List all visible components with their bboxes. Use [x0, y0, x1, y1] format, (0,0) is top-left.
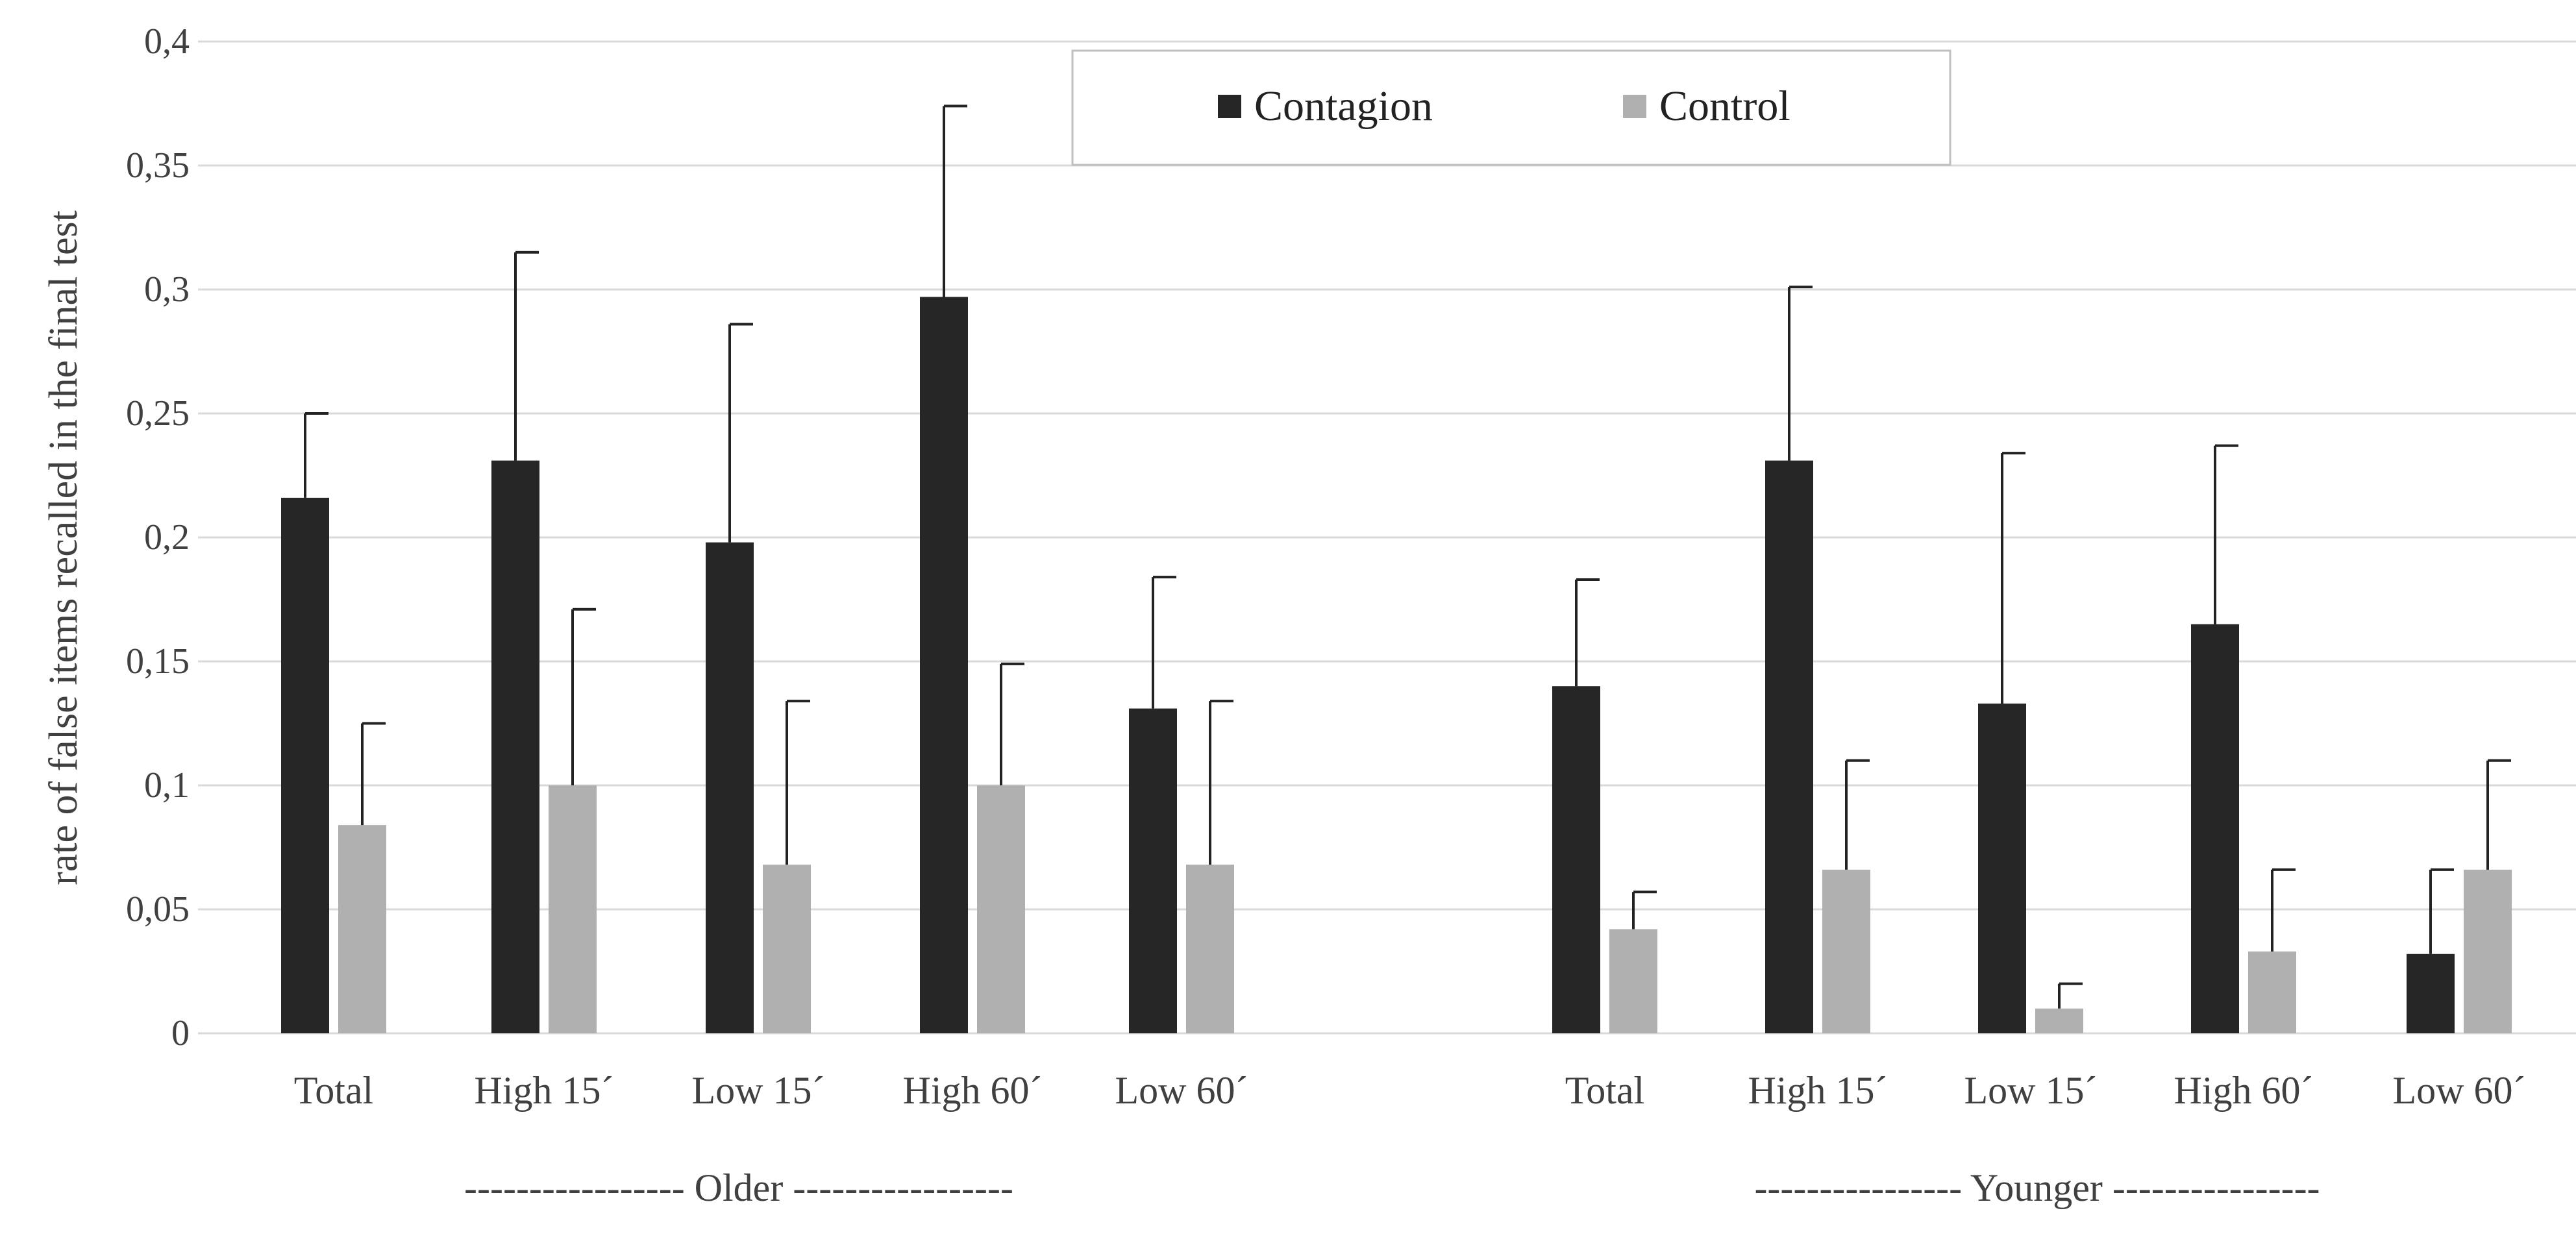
bar-control — [763, 865, 811, 1033]
bar-control — [1186, 865, 1234, 1033]
error-bar-control — [786, 700, 810, 865]
error-bar-contagion — [2001, 452, 2025, 704]
error-bar-contagion — [1575, 578, 1600, 687]
x-category-label: High 15´ — [1748, 1069, 1888, 1112]
x-group-label: ---------------- Younger ---------------… — [1754, 1166, 2320, 1209]
y-tick-label: 0,05 — [126, 889, 190, 929]
x-category-label: Low 60´ — [1115, 1069, 1248, 1112]
error-bar-control — [2058, 982, 2083, 1009]
y-tick-label: 0,4 — [144, 21, 190, 62]
error-bars — [304, 104, 2511, 1009]
bar-control — [338, 825, 386, 1033]
bar-control — [2464, 869, 2512, 1033]
x-axis-groups: ----------------- Older ----------------… — [464, 1166, 2320, 1209]
error-bar-contagion — [943, 104, 967, 297]
bar-control — [2248, 951, 2296, 1033]
y-tick-label: 0,2 — [144, 517, 190, 558]
x-category-label: High 60´ — [2174, 1069, 2314, 1112]
bar-contagion — [920, 297, 968, 1034]
bars — [281, 297, 2512, 1034]
legend-swatch-contagion — [1218, 95, 1241, 118]
error-bar-contagion — [2214, 444, 2238, 624]
error-bar-control — [1845, 759, 1870, 870]
bar-contagion — [1129, 708, 1177, 1033]
error-bar-control — [1632, 891, 1657, 929]
bar-contagion — [1552, 686, 1600, 1033]
y-tick-label: 0,3 — [144, 269, 190, 310]
error-bar-control — [571, 608, 596, 785]
bar-contagion — [281, 497, 329, 1033]
legend-swatch-control — [1623, 95, 1646, 118]
bar-control — [549, 785, 597, 1033]
y-tick-label: 0,15 — [126, 641, 190, 682]
y-axis-ticks: 0 0,05 0,1 0,15 0,2 0,25 0,3 0,35 0,4 — [126, 21, 190, 1053]
y-tick-label: 0,25 — [126, 393, 190, 434]
error-bar-contagion — [1152, 576, 1176, 709]
error-bar-control — [361, 722, 386, 826]
error-bar-contagion — [514, 251, 539, 461]
bar-control — [977, 785, 1025, 1033]
error-bar-control — [1000, 662, 1024, 785]
x-group-label: ----------------- Older ----------------… — [464, 1166, 1013, 1209]
y-tick-label: 0 — [171, 1013, 190, 1053]
x-category-label: Low 15´ — [1964, 1069, 2098, 1112]
bar-control — [1822, 869, 1870, 1033]
legend: Contagion Control — [1071, 49, 1951, 166]
x-category-label: High 60´ — [903, 1069, 1043, 1112]
bar-contagion — [706, 542, 754, 1033]
error-bar-contagion — [1788, 286, 1813, 461]
y-tick-label: 0,1 — [144, 765, 190, 805]
x-category-label: Total — [294, 1069, 373, 1112]
error-bar-control — [2486, 759, 2511, 870]
bar-contagion — [2191, 624, 2239, 1033]
error-bar-contagion — [728, 323, 753, 543]
x-category-label: Low 60´ — [2393, 1069, 2526, 1112]
error-bar-control — [1209, 700, 1233, 865]
legend-box — [1071, 49, 1951, 166]
legend-label-control: Control — [1659, 82, 1790, 130]
bar-control — [1609, 929, 1657, 1033]
bar-contagion — [491, 460, 539, 1033]
y-tick-label: 0,35 — [126, 145, 190, 186]
x-category-label: Total — [1565, 1069, 1644, 1112]
bar-control — [2035, 1008, 2083, 1033]
x-axis-categories: Total High 15´ Low 15´ High 60´ Low 60´ Total… — [294, 1069, 2526, 1112]
x-category-label: Low 15´ — [692, 1069, 825, 1112]
bar-contagion — [1765, 460, 1813, 1033]
legend-label-contagion: Contagion — [1254, 82, 1433, 130]
error-bar-control — [2271, 868, 2296, 952]
y-axis-label: rate of false items recalled in the fina… — [42, 210, 86, 885]
error-bar-contagion — [2429, 868, 2454, 954]
bar-contagion — [2407, 953, 2455, 1033]
x-category-label: High 15´ — [475, 1069, 614, 1112]
error-bar-contagion — [304, 412, 328, 498]
bar-contagion — [1978, 703, 2026, 1033]
